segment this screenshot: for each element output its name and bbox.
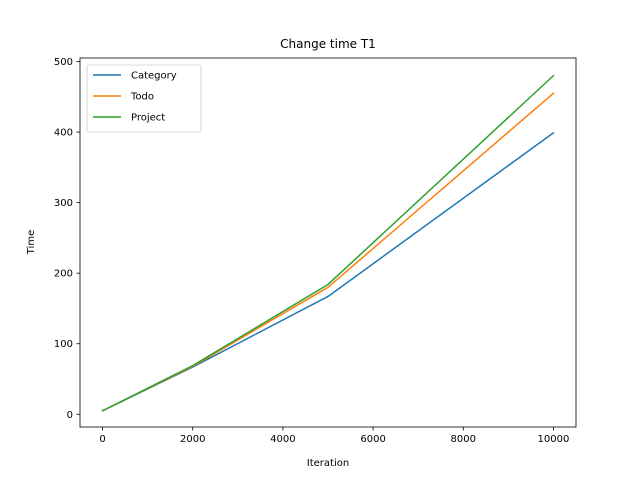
legend-label-project: Project xyxy=(131,113,165,124)
y-tick-label: 500 xyxy=(54,57,73,68)
y-tick-label: 100 xyxy=(54,339,73,350)
series-line-project xyxy=(101,74,555,412)
y-tick-label: 300 xyxy=(54,198,73,209)
x-tick-label: 10000 xyxy=(538,434,570,445)
y-axis-ticks: 0 100 200 300 400 500 xyxy=(54,57,80,421)
y-tick-label: 400 xyxy=(54,128,73,139)
series-layer xyxy=(101,74,555,412)
x-tick-label: 4000 xyxy=(270,434,295,445)
legend-frame xyxy=(86,64,202,133)
chart-title: Change time T1 xyxy=(280,37,376,51)
plot-frame xyxy=(79,57,577,428)
legend-label-todo: Todo xyxy=(130,92,154,103)
y-axis-label: Time xyxy=(26,230,37,255)
x-tick-label: 0 xyxy=(99,434,105,445)
x-tick-label: 2000 xyxy=(180,434,205,445)
x-tick-label: 8000 xyxy=(451,434,476,445)
legend: Category Todo Project xyxy=(86,64,202,133)
x-tick-label: 6000 xyxy=(360,434,385,445)
x-axis-ticks: 0 2000 4000 6000 8000 10000 xyxy=(99,427,569,445)
y-tick-label: 200 xyxy=(54,269,73,280)
legend-label-category: Category xyxy=(131,71,177,82)
x-axis-label: Iteration xyxy=(307,458,349,469)
y-tick-label: 0 xyxy=(67,410,73,421)
